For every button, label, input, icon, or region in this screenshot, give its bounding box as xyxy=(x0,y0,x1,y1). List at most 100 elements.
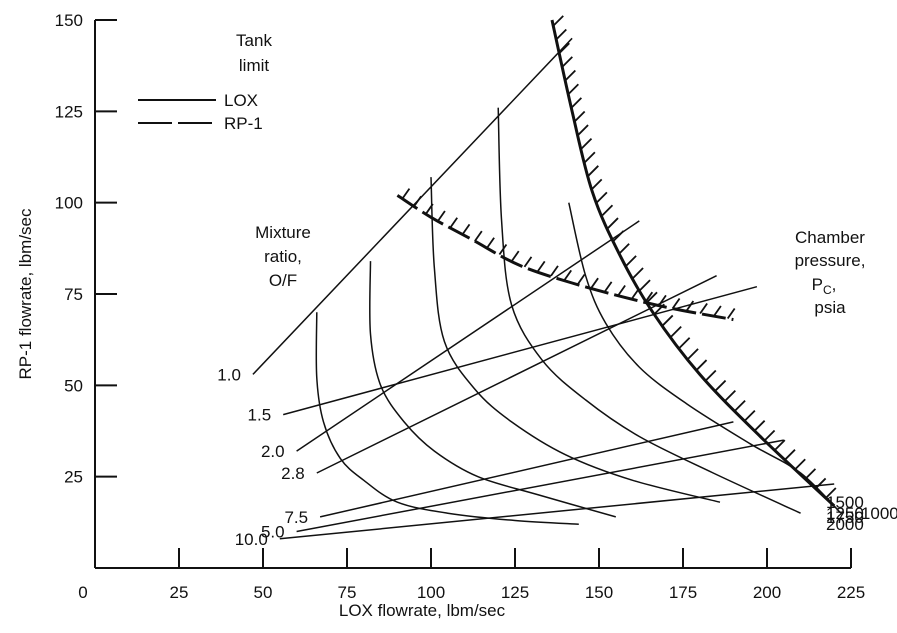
x-tick-label: 125 xyxy=(501,583,529,602)
hatch-mark xyxy=(570,97,582,109)
hatch-mark xyxy=(437,210,446,222)
hatch-mark xyxy=(596,191,608,203)
y-tick-label: 100 xyxy=(55,194,83,213)
legend: Tank limit LOX RP-1 xyxy=(138,31,272,133)
hatch-mark xyxy=(726,308,736,320)
chamber-pressure-line2: pressure, xyxy=(795,251,866,270)
hatch-mark xyxy=(632,267,644,279)
hatch-mark xyxy=(550,265,559,277)
series-labels: 1.0 1.5 2.0 2.8 7.55.010.0 100012501500175020… xyxy=(217,365,897,548)
mixture-ratio-line xyxy=(296,439,784,533)
mixture-ratio-annotation: Mixture ratio, O/F xyxy=(255,223,311,290)
hatch-mark xyxy=(461,223,471,235)
x-tick-label: 200 xyxy=(753,583,781,602)
hatch-mark xyxy=(724,389,736,402)
y-tick-label: 125 xyxy=(55,102,83,121)
rp1-tank-limit-line xyxy=(396,194,734,322)
hatch-mark xyxy=(687,348,699,360)
legend-rp1-label: RP-1 xyxy=(224,114,263,133)
chamber-pressure-label: 1000 xyxy=(861,504,897,523)
hatch-mark xyxy=(763,429,776,442)
hatch-mark xyxy=(590,277,599,289)
chamber-pressure-curve xyxy=(568,202,842,514)
hatch-mark xyxy=(678,337,691,349)
x-tick-label: 175 xyxy=(669,583,697,602)
y-tick-label: 50 xyxy=(64,376,83,395)
hatch-mark xyxy=(612,230,625,242)
hatch-mark xyxy=(413,195,422,207)
hatch-mark xyxy=(558,42,570,54)
hatch-mark xyxy=(486,237,495,249)
chamber-pressure-curves xyxy=(315,107,842,525)
hatch-mark xyxy=(536,260,546,272)
mixture-ratio-label: 7.5 xyxy=(284,508,308,527)
hatch-mark xyxy=(639,279,651,291)
axes xyxy=(94,20,851,569)
hatch-mark xyxy=(584,151,596,163)
hatch-mark xyxy=(510,250,520,262)
mixture-ratio-label: 1.0 xyxy=(217,365,241,384)
hatch-mark xyxy=(774,439,786,451)
hatch-mark xyxy=(591,178,603,191)
x-tick-label: 0 xyxy=(78,583,87,602)
hatch-mark xyxy=(498,243,508,255)
hatch-mark xyxy=(714,379,727,392)
hatch-mark xyxy=(753,420,766,432)
hatch-mark xyxy=(576,274,586,286)
hatch-mark xyxy=(734,399,746,412)
hatch-mark xyxy=(574,110,586,123)
hatch-mark xyxy=(564,69,576,82)
chamber-pressure-label: 2000 xyxy=(826,515,864,534)
hatch-mark xyxy=(699,303,708,315)
mixture-ratio-line2: ratio, xyxy=(264,247,302,266)
hatch-mark xyxy=(630,288,640,300)
hatch-mark xyxy=(618,243,630,255)
hatch-mark xyxy=(567,83,579,95)
chamber-pressure-symbol: PC, xyxy=(812,275,837,297)
chamber-pressure-annotation: Chamber pressure, PC, psia xyxy=(795,228,866,317)
hatch-mark xyxy=(563,269,572,281)
hatch-mark xyxy=(794,458,806,470)
x-tick-label: 225 xyxy=(837,583,865,602)
y-axis-title: RP-1 flowrate, lbm/sec xyxy=(16,208,35,379)
y-tick-label: 75 xyxy=(64,285,83,304)
hatch-mark xyxy=(804,468,817,480)
hatch-mark xyxy=(784,449,796,461)
hatch-mark xyxy=(646,291,658,303)
hatch-mark xyxy=(601,204,614,216)
x-tick-label: 150 xyxy=(585,583,613,602)
hatch-mark xyxy=(658,294,667,306)
chamber-pressure-curve xyxy=(430,177,721,503)
chamber-pressure-curve xyxy=(497,107,801,514)
x-axis-title: LOX flowrate, lbm/sec xyxy=(339,601,506,620)
hatch-mark xyxy=(561,56,573,68)
chamber-pressure-label: 1750 xyxy=(826,508,864,527)
hatch-mark xyxy=(552,15,564,27)
x-tick-label: 25 xyxy=(170,583,189,602)
hatch-mark xyxy=(580,138,593,150)
mixture-ratio-line xyxy=(279,483,835,540)
hatch-mark xyxy=(617,285,626,297)
mixture-ratio-label: 5.0 xyxy=(261,522,285,541)
mixture-ratio-line3: O/F xyxy=(269,271,297,290)
mixture-ratio-lines xyxy=(252,37,835,540)
hatch-mark xyxy=(814,477,827,490)
mixture-ratio-label: 1.5 xyxy=(248,406,272,425)
mixture-ratio-line xyxy=(319,421,734,518)
hatch-mark xyxy=(705,369,717,382)
mixture-ratio-label: 10.0 xyxy=(235,530,268,549)
hatch-mark xyxy=(449,217,458,229)
hatch-mark xyxy=(644,291,654,303)
hatch-mark xyxy=(401,188,411,200)
hatch-mark xyxy=(523,256,533,268)
hatch-mark xyxy=(474,230,483,242)
legend-lox-label: LOX xyxy=(224,91,258,110)
chamber-pressure-line4: psia xyxy=(814,298,846,317)
hatch-mark xyxy=(577,124,589,136)
mixture-ratio-label: 2.8 xyxy=(281,464,305,483)
mixture-ratio-line xyxy=(283,285,758,416)
hatch-mark xyxy=(695,359,708,371)
mixture-ratio-line xyxy=(296,220,640,452)
hatch-mark xyxy=(825,487,837,499)
